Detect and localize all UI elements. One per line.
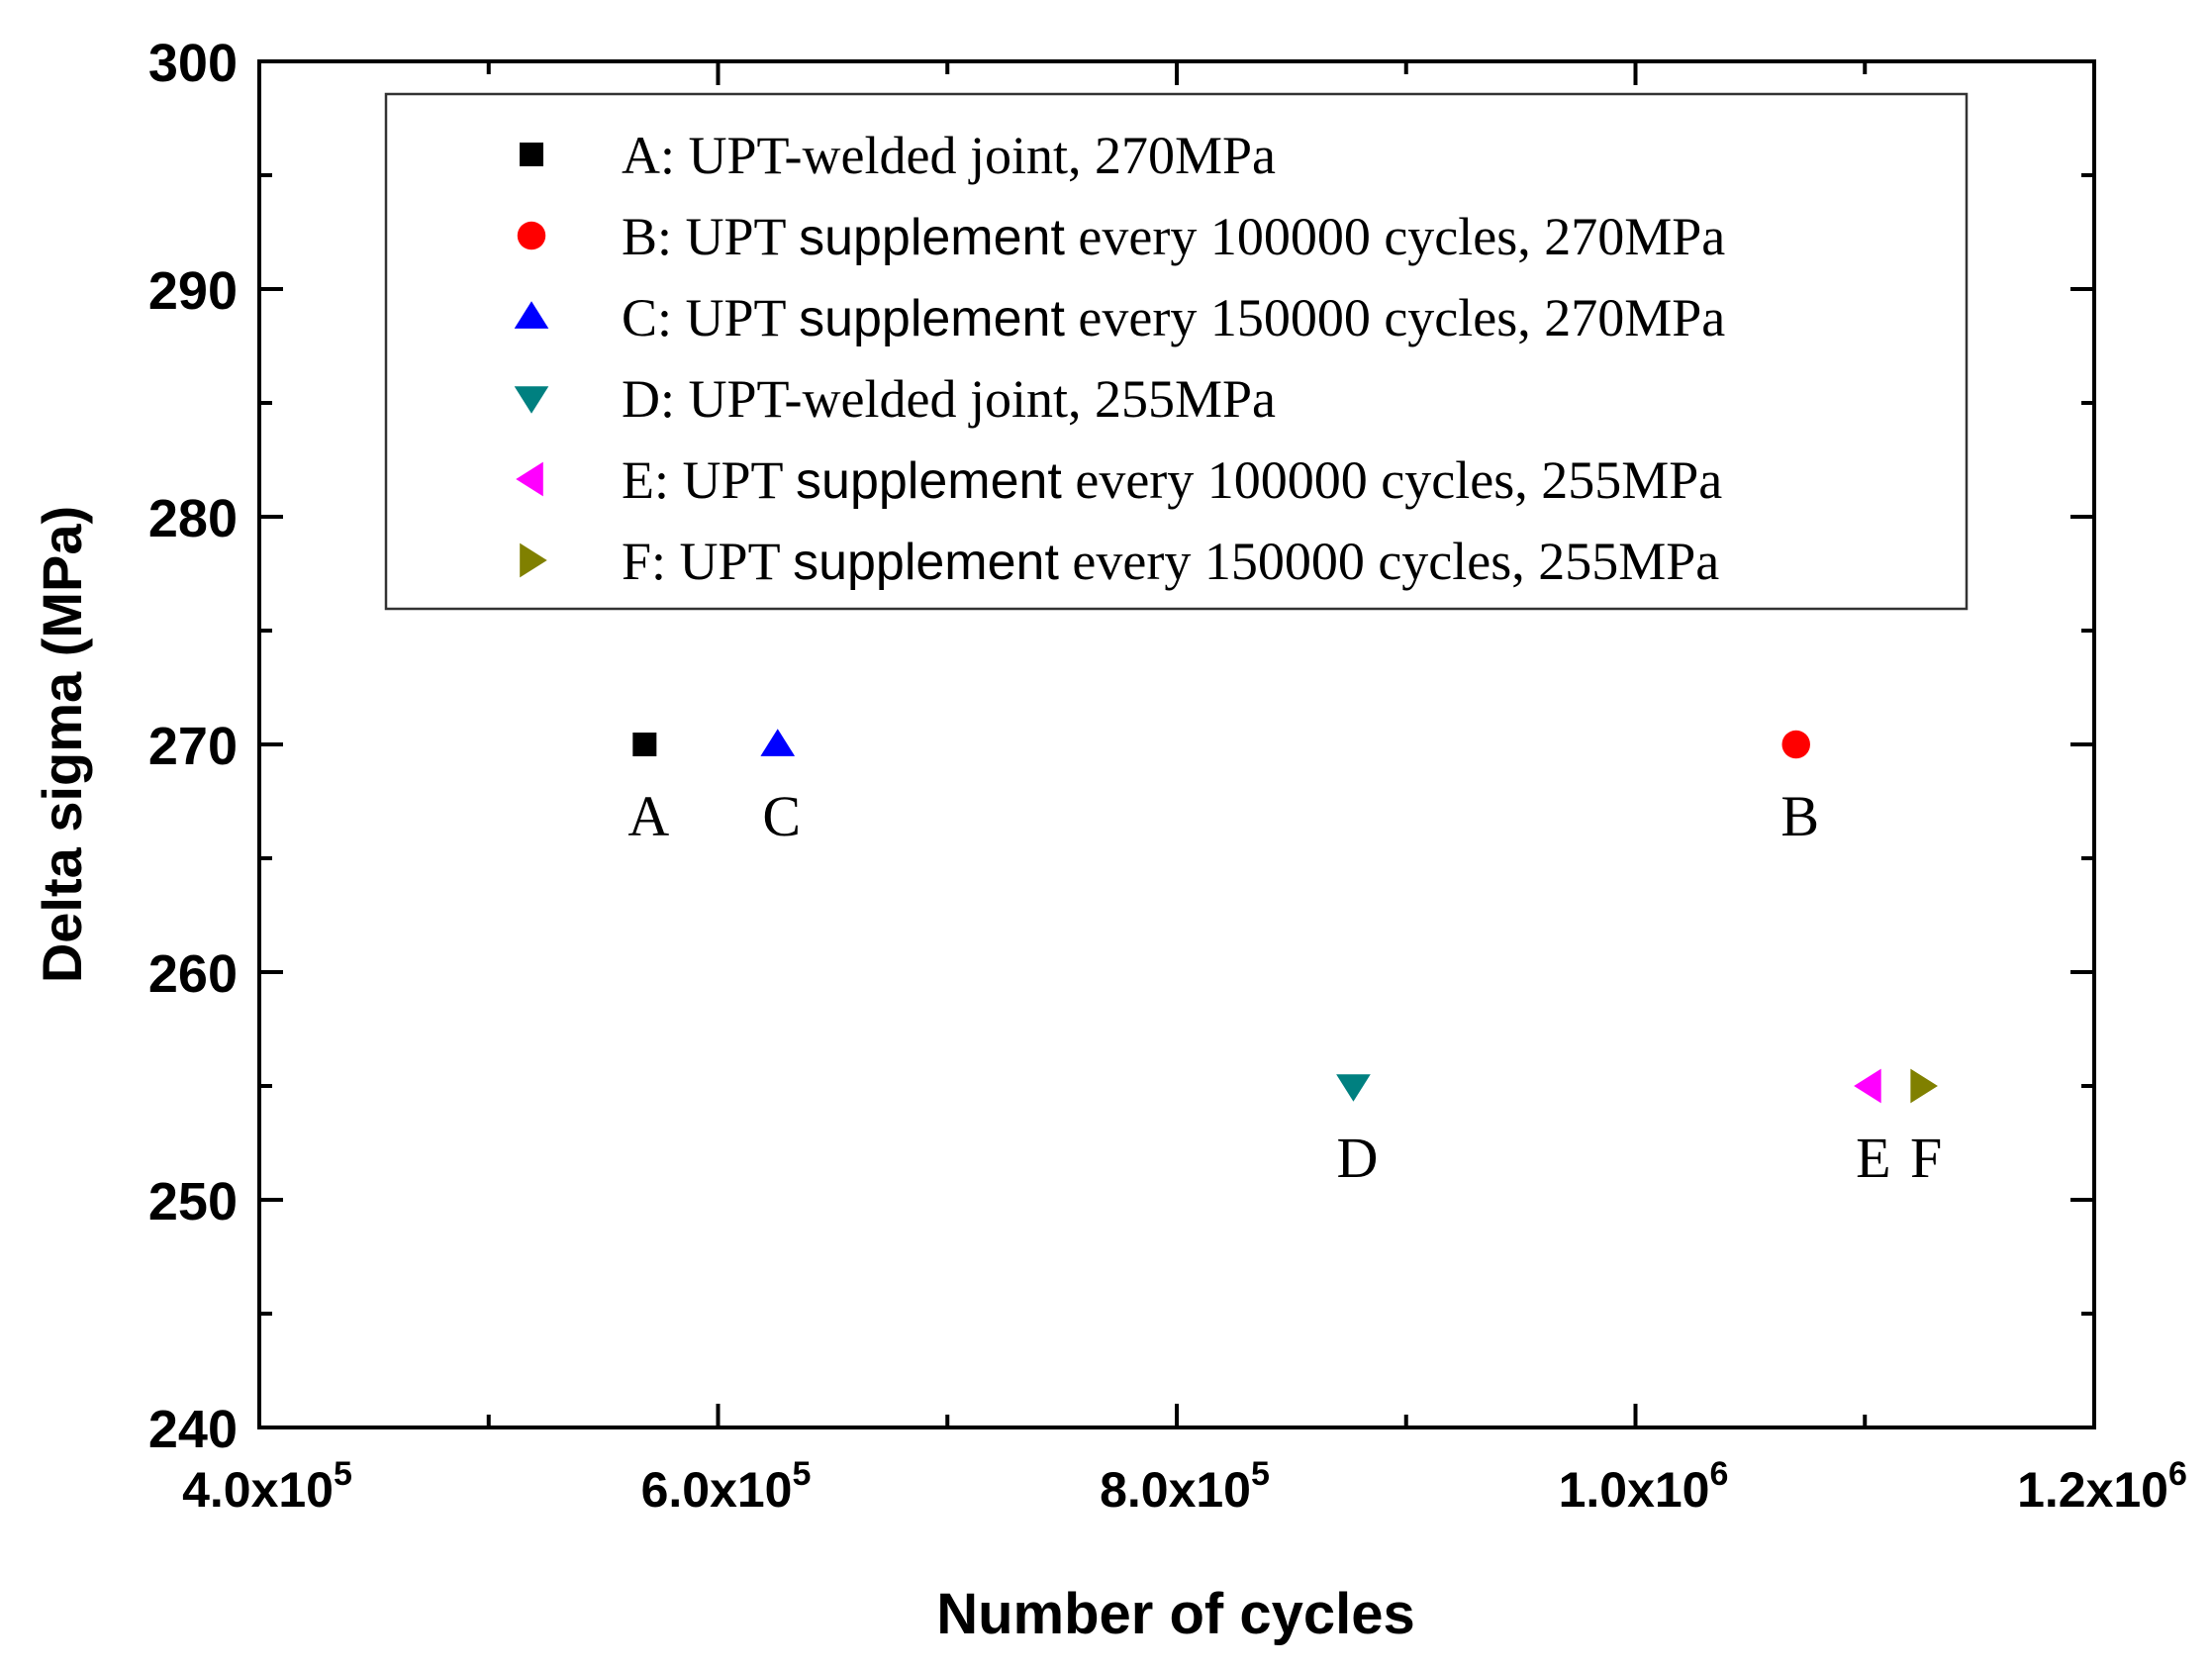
- y-tick-label: 240: [148, 1400, 238, 1459]
- legend-label-prefix: D: UPT-welded joint, 255MPa: [622, 369, 1276, 429]
- legend-label-c: C: UPT supplement every 150000 cycles, 2…: [622, 288, 1725, 347]
- point-label-c: C: [762, 784, 801, 848]
- legend-label-prefix: B: UPT: [622, 207, 799, 266]
- x-tick-mantissa: 4.0x10: [182, 1462, 334, 1518]
- legend-label-prefix: F: UPT: [622, 532, 793, 591]
- y-tick-label: 290: [148, 261, 238, 321]
- legend-label-suffix: every 150000 cycles, 255MPa: [1059, 532, 1719, 591]
- x-tick-label-mantissa: 1.2x106: [2017, 1455, 2187, 1518]
- legend-marker-e: [516, 461, 543, 497]
- data-point-f: [1910, 1068, 1938, 1104]
- x-tick-label-mantissa: 4.0x105: [182, 1455, 352, 1518]
- x-tick-label-mantissa: 8.0x105: [1100, 1455, 1270, 1518]
- legend-label-f: F: UPT supplement every 150000 cycles, 2…: [622, 532, 1719, 591]
- legend-label-e: E: UPT supplement every 100000 cycles, 2…: [622, 450, 1722, 510]
- x-tick-exponent: 5: [1251, 1455, 1270, 1493]
- point-label-b: B: [1780, 784, 1819, 848]
- legend-box: [384, 92, 1969, 611]
- x-tick-label-mantissa: 6.0x105: [641, 1455, 812, 1518]
- legend-label-suffix: every 100000 cycles, 270MPa: [1065, 207, 1725, 266]
- y-tick-label: 250: [148, 1172, 238, 1231]
- legend-marker-d: [514, 386, 549, 414]
- x-tick-mantissa: 8.0x10: [1100, 1462, 1251, 1518]
- x-tick-label: 6.0x105: [641, 1455, 812, 1518]
- x-tick-exponent: 5: [793, 1455, 812, 1493]
- y-tick-label: 260: [148, 944, 238, 1004]
- point-label-f: F: [1910, 1126, 1942, 1190]
- legend-marker-a: [520, 143, 543, 166]
- point-label-a: A: [627, 784, 669, 848]
- legend-label-mid: supplement: [793, 534, 1059, 591]
- legend-label-b: B: UPT supplement every 100000 cycles, 2…: [622, 207, 1725, 266]
- legend-marker-b: [517, 221, 546, 250]
- x-axis-title: Number of cycles: [936, 1582, 1415, 1646]
- y-axis-title: Delta sigma (MPa): [31, 506, 93, 983]
- x-tick-exponent: 5: [334, 1455, 352, 1493]
- legend-label-a: A: UPT-welded joint, 270MPa: [622, 126, 1276, 185]
- data-point-c: [760, 729, 796, 756]
- x-tick-label: 1.2x106: [2017, 1455, 2187, 1518]
- data-point-a: [632, 733, 657, 756]
- point-label-d: D: [1337, 1126, 1379, 1190]
- point-label-e: E: [1856, 1126, 1890, 1190]
- legend-label-suffix: every 150000 cycles, 270MPa: [1065, 288, 1725, 347]
- legend-label-suffix: every 100000 cycles, 255MPa: [1062, 450, 1722, 510]
- legend-label-prefix: E: UPT: [622, 450, 796, 510]
- legend-marker-c: [514, 301, 549, 329]
- y-tick-label: 270: [148, 717, 238, 776]
- x-tick-mantissa: 1.0x10: [1559, 1462, 1710, 1518]
- legend-label-prefix: A: UPT-welded joint, 270MPa: [622, 126, 1276, 185]
- x-tick-label-mantissa: 1.0x106: [1559, 1455, 1729, 1518]
- x-tick-label: 4.0x105: [182, 1455, 352, 1518]
- y-tick-label: 280: [148, 489, 238, 548]
- legend-label-d: D: UPT-welded joint, 255MPa: [622, 369, 1276, 429]
- x-tick-exponent: 6: [1710, 1455, 1729, 1493]
- y-tick-label: 300: [148, 34, 238, 93]
- legend: A: UPT-welded joint, 270MPa B: UPT supple…: [384, 92, 1969, 611]
- x-tick-exponent: 6: [2168, 1455, 2187, 1493]
- x-tick-label: 8.0x105: [1100, 1455, 1270, 1518]
- data-point-d: [1336, 1074, 1371, 1102]
- x-tick-mantissa: 6.0x10: [641, 1462, 793, 1518]
- x-tick-mantissa: 1.2x10: [2017, 1462, 2168, 1518]
- data-points: A B C D E F: [627, 729, 1942, 1190]
- x-tick-label: 1.0x106: [1559, 1455, 1729, 1518]
- legend-label-mid: supplement: [799, 209, 1065, 266]
- legend-label-prefix: C: UPT: [622, 288, 799, 347]
- data-point-e: [1854, 1068, 1881, 1104]
- data-point-b: [1781, 730, 1810, 759]
- legend-label-mid: supplement: [796, 452, 1062, 510]
- legend-marker-f: [520, 542, 547, 578]
- legend-label-mid: supplement: [799, 290, 1065, 347]
